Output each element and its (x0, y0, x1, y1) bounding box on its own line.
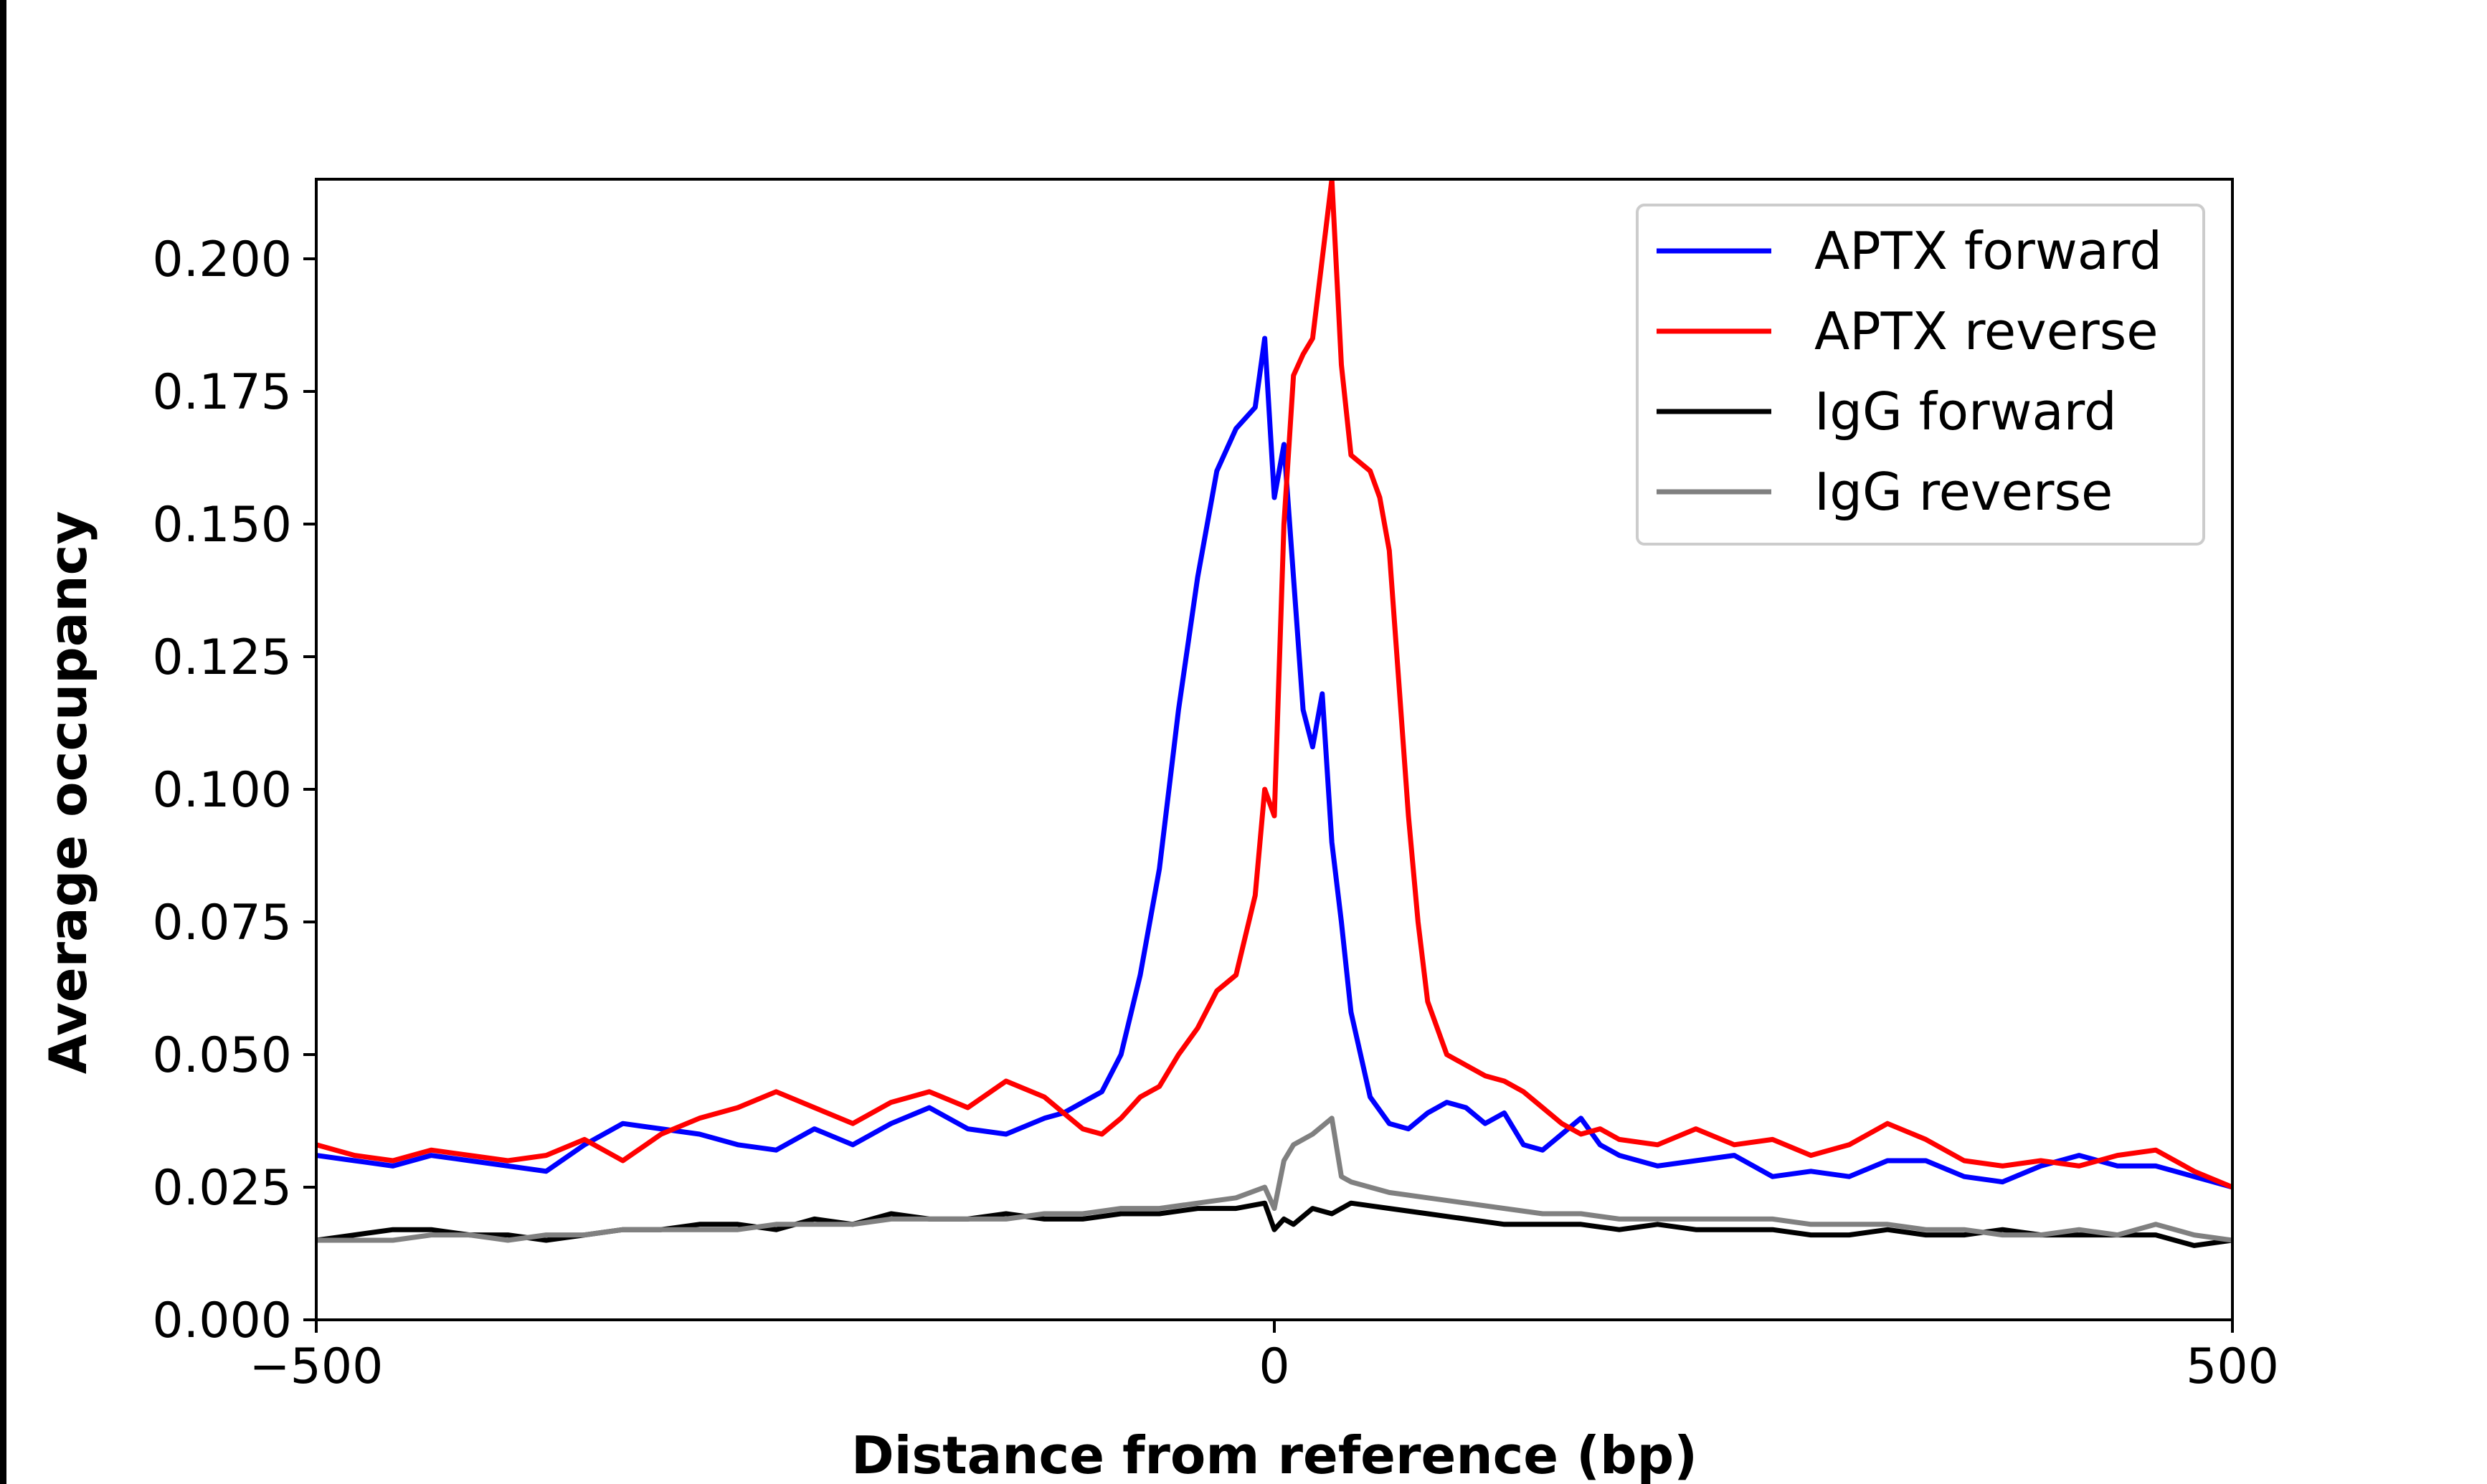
y-tick-label: 0.000 (152, 1293, 292, 1349)
y-tick-label: 0.050 (152, 1027, 292, 1084)
series-line-aptx-forward (316, 336, 2232, 1190)
x-tick-label: −500 (250, 1338, 384, 1395)
y-axis-title: Average occupancy (38, 511, 98, 1075)
series-layer (316, 179, 2232, 1248)
series-line-igg-reverse (316, 1116, 2232, 1243)
legend-label-igg-forward: IgG forward (1814, 381, 2117, 442)
y-tick-label: 0.075 (152, 895, 292, 951)
y-tick-label: 0.025 (152, 1160, 292, 1217)
legend-label-aptx-forward: APTX forward (1814, 221, 2162, 281)
left-border (0, 0, 6, 1484)
x-tick-label: 500 (2186, 1338, 2279, 1395)
y-tick-label: 0.200 (152, 232, 292, 288)
legend-box (1636, 204, 2205, 546)
y-tick-label: 0.150 (152, 497, 292, 553)
legend-label-aptx-reverse: APTX reverse (1814, 301, 2159, 361)
legend: APTX forward APTX reverse IgG forward IgG r… (1636, 204, 2205, 546)
y-tick-label: 0.175 (152, 364, 292, 421)
axes-layer: −500 0 500 0.000 0.025 0.050 0.075 0.100 0.125 0.… (38, 178, 2279, 1484)
y-tick-label: 0.100 (152, 762, 292, 819)
series-line-aptx-reverse (316, 179, 2232, 1190)
legend-label-igg-reverse: IgG reverse (1814, 462, 2113, 522)
y-tick-label: 0.125 (152, 629, 292, 686)
x-tick-label: 0 (1259, 1338, 1289, 1395)
x-axis-title: Distance from reference (bp) (851, 1425, 1697, 1484)
